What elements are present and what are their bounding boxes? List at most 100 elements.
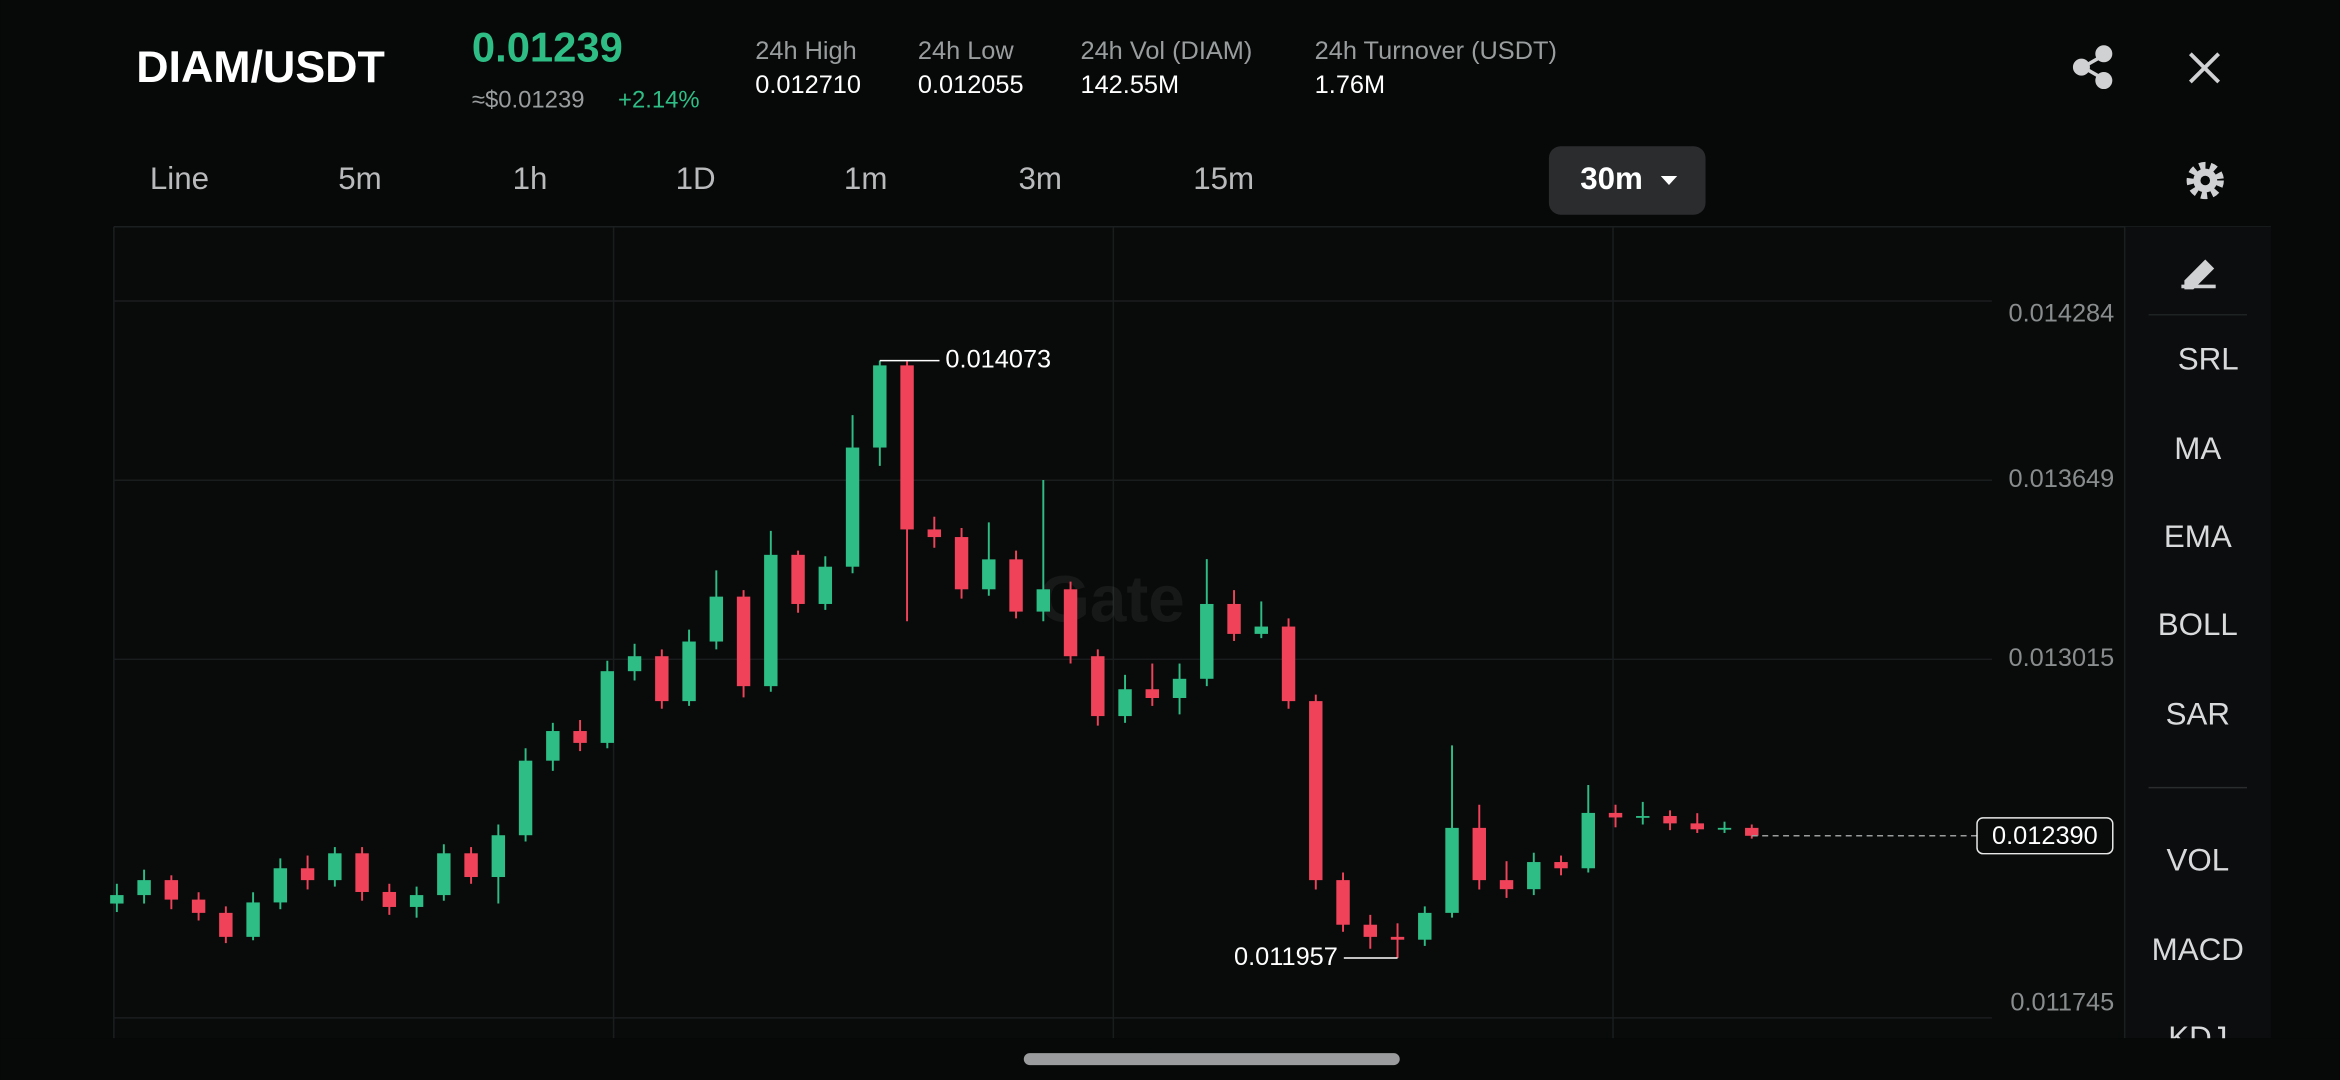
candle-body (328, 853, 342, 881)
candle-body (682, 641, 696, 702)
candle-body (164, 880, 179, 900)
candle-body (1281, 626, 1296, 702)
timeframe-tab[interactable]: 1D (676, 161, 716, 196)
share-icon-dot (2095, 45, 2113, 63)
stat-value: 1.76M (1315, 71, 1385, 99)
candle-body (1418, 912, 1432, 940)
candle-body (1663, 816, 1677, 824)
candle-body (1554, 862, 1568, 869)
tool-button[interactable]: BOLL (2158, 607, 2238, 642)
candle-body (355, 853, 369, 892)
min-label: 0.011957 (1234, 943, 1338, 971)
timeframe-tab[interactable]: 1m (844, 161, 888, 196)
indicator-button[interactable]: VOL (2166, 842, 2229, 877)
tool-button[interactable]: MA (2174, 431, 2221, 466)
draw-tool-button[interactable] (2181, 259, 2216, 290)
selected-timeframe-box[interactable] (1548, 146, 1706, 215)
candle-body (1717, 827, 1732, 830)
timeframe-tab[interactable]: 3m (1018, 161, 1062, 196)
stat-value: 0.012710 (755, 71, 861, 99)
candle-body (464, 853, 478, 878)
max-label: 0.014073 (945, 345, 1051, 373)
candle-body (600, 671, 615, 743)
share-icon-dot (2072, 58, 2090, 76)
candle-body (1172, 678, 1187, 698)
y-tick-label: 0.014284 (2009, 299, 2115, 327)
candle-body (1472, 827, 1486, 881)
candle-body (982, 559, 996, 590)
candle-body (873, 365, 887, 448)
candle-body (1227, 603, 1241, 634)
watermark: Gate (1039, 562, 1185, 635)
stats: 24h High 0.012710 24h Low 0.012055 24h Vol (… (755, 37, 1557, 99)
candle-body (655, 656, 669, 702)
close-button[interactable] (2188, 52, 2221, 84)
candle-body (137, 880, 151, 896)
y-tick-label: 0.013649 (2009, 465, 2115, 493)
candle-body (518, 760, 533, 836)
candle-body (191, 899, 206, 913)
candle-body (1036, 589, 1051, 612)
price-change: +2.14% (618, 87, 700, 114)
dropdown-caret (1660, 176, 1678, 185)
gear-teeth (2186, 161, 2224, 200)
last-price-tag (1976, 817, 2114, 855)
candle-body (273, 868, 288, 903)
home-indicator[interactable] (1023, 1053, 1400, 1066)
candle-body (246, 902, 260, 937)
candle-body (927, 529, 942, 538)
candle-body (1608, 812, 1623, 818)
candle-body (1445, 827, 1459, 913)
candle-body (1309, 701, 1323, 881)
pencil-icon (2184, 259, 2215, 290)
candle-body (491, 835, 506, 878)
y-tick-label: 0.013015 (2009, 644, 2115, 672)
candle-body (409, 895, 424, 907)
stat-label: 24h Turnover (USDT) (1315, 37, 1557, 65)
candle-body (764, 554, 778, 687)
share-button[interactable] (2072, 45, 2113, 90)
sidebar (2124, 226, 2271, 1039)
candle-body (1745, 827, 1759, 836)
candle-body (219, 912, 233, 937)
last-price: 0.01239 (472, 24, 623, 71)
candle-body (627, 656, 642, 672)
candle-body (1254, 626, 1269, 634)
candle-body (1636, 816, 1650, 818)
settings-button[interactable] (2186, 161, 2224, 200)
pair-title[interactable]: DIAM/USDT (136, 42, 385, 92)
selected-timeframe[interactable]: 30m (1580, 161, 1643, 196)
timeframe-bar: Line 5m 1h 1D 1m 3m 15m (150, 161, 1254, 196)
y-tick-label: 0.011745 (2010, 989, 2114, 1017)
gear-hole (2200, 175, 2211, 186)
stat-label: 24h Low (918, 37, 1015, 65)
candle-body (845, 447, 860, 567)
close-icon-line (2188, 52, 2221, 84)
candle-body (1063, 589, 1078, 657)
last-price-label: 0.012390 (1992, 822, 2098, 850)
candle-body (1499, 880, 1514, 890)
candle-body (736, 596, 751, 687)
tool-button[interactable]: EMA (2164, 519, 2232, 554)
candle-body (1527, 862, 1541, 890)
timeframe-tab[interactable]: Line (150, 161, 209, 196)
candle-body (1336, 880, 1350, 925)
candle-body (1581, 812, 1595, 869)
indicator-button[interactable]: MACD (2152, 932, 2244, 967)
candle-body (546, 731, 560, 761)
candle-body (110, 895, 124, 904)
candle-body (382, 891, 397, 907)
timeframe-tab[interactable]: 15m (1193, 161, 1254, 196)
candle-body (1200, 603, 1214, 679)
candle-body (1118, 689, 1132, 717)
timeframe-tab[interactable]: 5m (338, 161, 382, 196)
candle-body (1363, 924, 1377, 937)
timeframe-tab[interactable]: 1h (513, 161, 548, 196)
stat-label: 24h Vol (DIAM) (1080, 37, 1252, 65)
tool-button[interactable]: SAR (2166, 696, 2230, 731)
tool-button[interactable]: SRL (2178, 341, 2239, 376)
candle-body (437, 853, 451, 896)
candle-body (300, 868, 315, 881)
candle-body (1145, 689, 1160, 698)
